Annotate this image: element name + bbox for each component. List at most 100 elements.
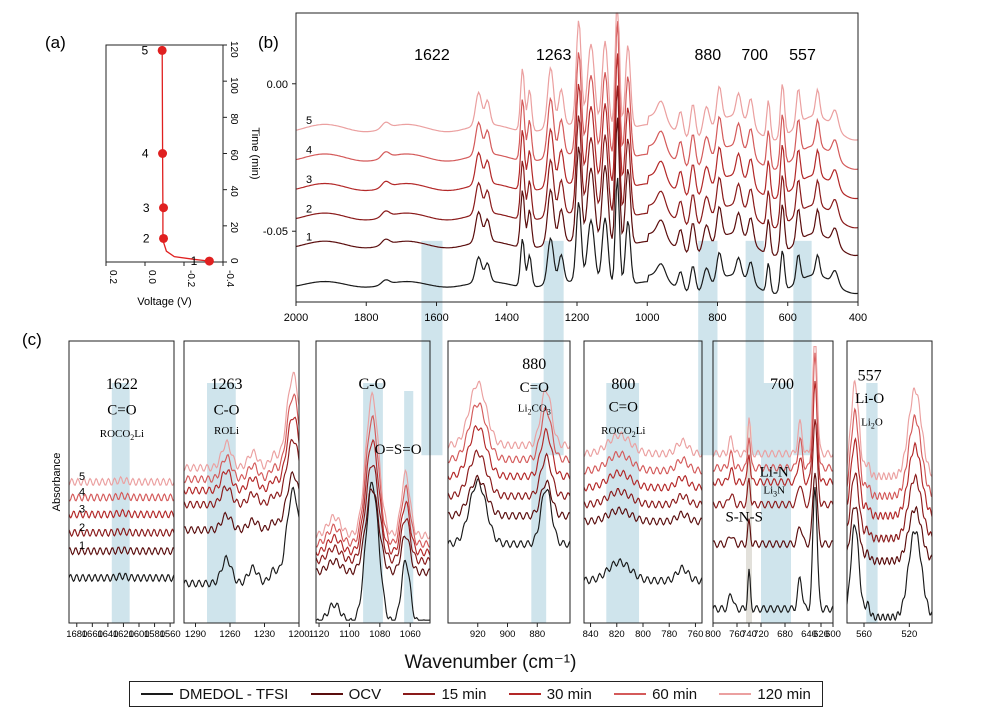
subpanel-frame bbox=[315, 340, 431, 624]
legend-label: 120 min bbox=[757, 685, 811, 703]
legend-label: 30 min bbox=[546, 685, 592, 703]
x-tick-label: 1560 bbox=[160, 629, 181, 640]
spectrum-line bbox=[846, 505, 933, 566]
subpanel-frame bbox=[846, 340, 933, 624]
legend-entry: 15 min bbox=[403, 686, 486, 703]
x-tick-label: 1800 bbox=[354, 312, 378, 324]
panel-c3: 1120 1100 1080 1060 C-O O=S=O bbox=[309, 340, 431, 640]
highlight-band bbox=[698, 240, 718, 456]
subpanel-frame bbox=[68, 340, 175, 624]
spectrum-line bbox=[846, 437, 933, 521]
subpanel-frame bbox=[447, 340, 571, 624]
x-tick-label: 620 bbox=[813, 629, 829, 640]
curve-label: 2 bbox=[306, 203, 312, 215]
spectrum-line bbox=[583, 558, 703, 585]
panel-c5: 840 820 800 780 760 800 C=O ROCO2Li bbox=[583, 340, 703, 640]
x-tick-label: 0.0 bbox=[146, 270, 157, 284]
spectrum-line bbox=[846, 379, 933, 481]
curve-label: 5 bbox=[306, 115, 312, 127]
annotation: C=O bbox=[520, 380, 549, 396]
spectrum-line bbox=[295, 21, 859, 170]
y-axis-label: Time (min) bbox=[249, 127, 261, 179]
spectrum-line bbox=[68, 572, 175, 583]
panel-c4: 920 900 880 880 C=O Li2CO3 bbox=[447, 340, 571, 640]
spectrum-line bbox=[447, 449, 571, 501]
spectrum-line bbox=[68, 491, 175, 502]
annotation: C-O bbox=[214, 402, 240, 418]
y-tick-label: 80 bbox=[228, 113, 239, 125]
y-tick-label: 60 bbox=[228, 150, 239, 162]
annotation: Li-N bbox=[760, 464, 789, 480]
annotation: S-N-S bbox=[725, 509, 763, 525]
legend-swatch bbox=[508, 693, 541, 695]
x-tick-label: 1290 bbox=[185, 629, 206, 640]
x-tick-label: 780 bbox=[661, 629, 677, 640]
legend-label: 15 min bbox=[441, 685, 487, 703]
panel-a: 0.2 0.0 -0.2 -0.4 0 20 40 60 80 100 120 Voltage (V)… bbox=[105, 41, 261, 308]
spectrum-line bbox=[315, 414, 430, 548]
legend-label: DMEDOL - TFSI bbox=[179, 685, 289, 703]
spectrum-line bbox=[295, 12, 859, 141]
spectrum-line bbox=[183, 470, 300, 535]
legend-swatch bbox=[719, 693, 752, 695]
x-tick-label: 1120 bbox=[309, 629, 329, 640]
spectrum-line bbox=[583, 450, 703, 475]
spectrum-line bbox=[447, 478, 571, 549]
annotation: 557 bbox=[858, 367, 882, 384]
x-tick-label: 800 bbox=[708, 312, 726, 324]
spectrum-line bbox=[583, 431, 703, 458]
spectrum-line bbox=[68, 475, 175, 486]
legend-swatch bbox=[614, 693, 647, 695]
point-label: 3 bbox=[143, 201, 150, 215]
spectrum-line bbox=[315, 488, 431, 577]
annotation: 700 bbox=[770, 376, 794, 393]
annotation: ROCO2Li bbox=[100, 428, 144, 442]
legend-entry: 60 min bbox=[614, 686, 697, 703]
annotation: 1622 bbox=[106, 376, 138, 393]
subpanel-frame bbox=[712, 340, 834, 624]
x-tick-label: 560 bbox=[856, 629, 872, 640]
data-point bbox=[159, 233, 169, 243]
panel-c2: 1290 1260 1230 1200 1263 C-O ROLi bbox=[183, 340, 310, 640]
x-tick-label: 2000 bbox=[284, 312, 308, 324]
panel-label-b: (b) bbox=[258, 33, 279, 52]
x-tick-label: 800 bbox=[705, 629, 721, 640]
spectrum-line bbox=[712, 419, 834, 509]
highlight-band bbox=[421, 240, 443, 456]
annotation: C-O bbox=[358, 376, 386, 393]
x-tick-label: 1100 bbox=[339, 629, 359, 640]
spectrum-line bbox=[183, 371, 300, 472]
x-tick-label: 1200 bbox=[565, 312, 589, 324]
legend-entry: DMEDOL - TFSI bbox=[141, 686, 288, 703]
data-point bbox=[159, 203, 169, 213]
spectrum-line bbox=[846, 523, 933, 622]
spectrum-line bbox=[68, 527, 175, 538]
legend-swatch bbox=[141, 693, 174, 695]
spectrum-line bbox=[712, 352, 834, 473]
y-tick-label: 0.00 bbox=[267, 79, 288, 91]
highlight-band bbox=[793, 240, 812, 456]
spectrum-line bbox=[712, 486, 834, 614]
x-tick-label: 0.2 bbox=[107, 270, 118, 284]
curve-label: 4 bbox=[306, 145, 312, 157]
band-label: 557 bbox=[789, 47, 816, 64]
x-tick-label: 1200 bbox=[288, 629, 309, 640]
curve-label: 4 bbox=[79, 487, 85, 499]
highlight-band bbox=[111, 383, 130, 623]
curve-label: 2 bbox=[79, 522, 85, 534]
band-label: 700 bbox=[741, 47, 768, 64]
x-tick-label: -0.4 bbox=[224, 270, 235, 288]
spectrum-line bbox=[315, 464, 431, 565]
subpanel-frame bbox=[183, 340, 300, 624]
legend-swatch bbox=[310, 693, 343, 695]
legend-swatch bbox=[403, 693, 436, 695]
x-tick-label: 880 bbox=[529, 629, 545, 640]
x-tick-label: 400 bbox=[849, 312, 867, 324]
panel-label-a: (a) bbox=[45, 33, 66, 52]
y-tick-label: 0 bbox=[228, 258, 239, 264]
legend: DMEDOL - TFSI OCV 15 min 30 min 60 min 120 mi… bbox=[129, 681, 823, 707]
x-tick-label: 1640 bbox=[97, 629, 118, 640]
curve-label: 5 bbox=[79, 471, 85, 483]
